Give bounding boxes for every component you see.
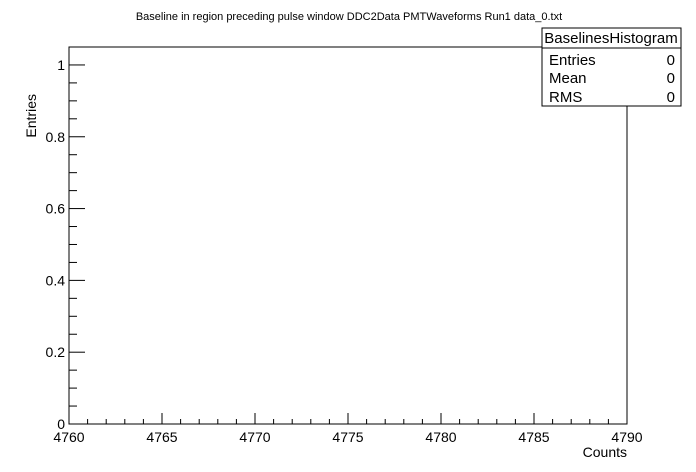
x-tick-label: 4770 bbox=[239, 429, 270, 445]
stats-mean-value: 0 bbox=[667, 70, 675, 87]
y-tick-label: 0.8 bbox=[46, 129, 66, 145]
stats-rms-label: RMS bbox=[549, 89, 582, 106]
stats-entries-label: Entries bbox=[549, 52, 596, 69]
x-tick-label: 4785 bbox=[518, 429, 549, 445]
y-tick-label: 0.4 bbox=[46, 272, 66, 288]
x-tick-label: 4765 bbox=[146, 429, 177, 445]
x-tick-label: 4775 bbox=[332, 429, 363, 445]
y-tick-label: 0 bbox=[57, 416, 65, 432]
stats-rms-value: 0 bbox=[667, 89, 675, 106]
stats-entries-value: 0 bbox=[667, 52, 675, 69]
y-tick-label: 1 bbox=[57, 57, 65, 73]
x-tick-label: 4790 bbox=[611, 429, 642, 445]
stats-box-title: BaselinesHistogram bbox=[544, 30, 677, 47]
stats-mean-label: Mean bbox=[549, 70, 587, 87]
x-axis-label: Counts bbox=[583, 444, 627, 460]
y-axis: 0 0.2 0.4 0.6 0.8 1 bbox=[46, 47, 85, 432]
stats-box: BaselinesHistogram Entries 0 Mean 0 RMS … bbox=[542, 28, 681, 106]
chart-title: Baseline in region preceding pulse windo… bbox=[136, 11, 562, 23]
y-axis-label: Entries bbox=[23, 94, 39, 138]
y-tick-label: 0.2 bbox=[46, 344, 66, 360]
x-axis: 4760 4765 4770 4775 4780 4785 4790 bbox=[53, 413, 642, 445]
y-tick-label: 0.6 bbox=[46, 201, 66, 217]
x-tick-label: 4780 bbox=[425, 429, 456, 445]
